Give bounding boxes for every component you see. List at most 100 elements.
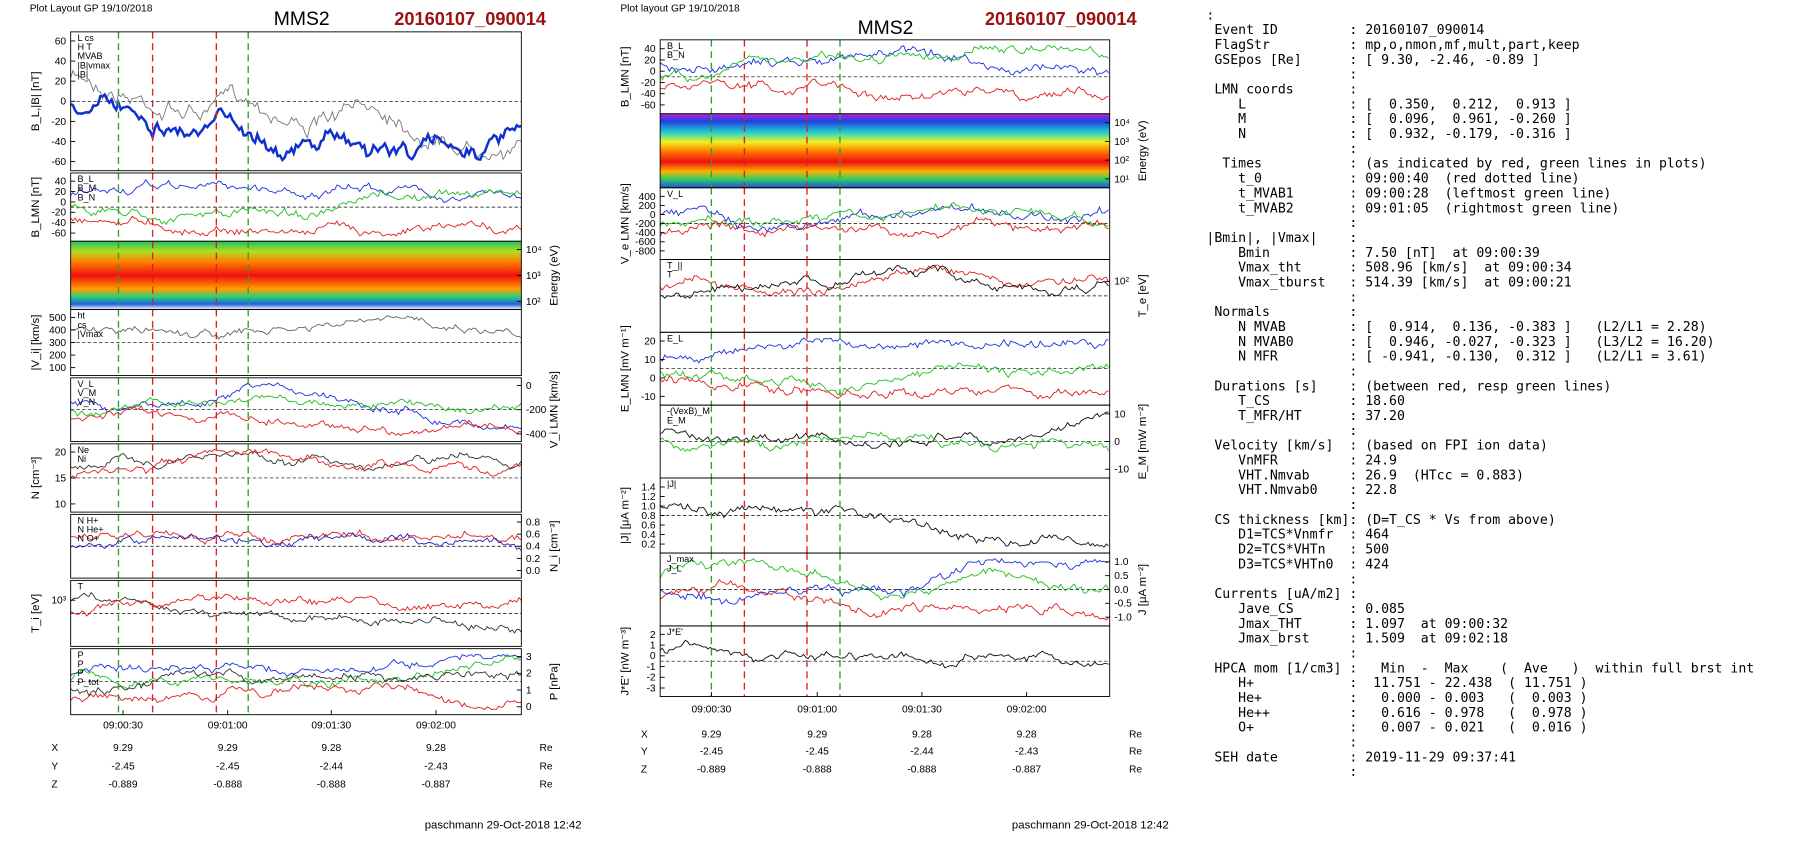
footer: paschmann 29-Oct-2018 12:42 — [1012, 819, 1169, 831]
legend-entry: V_L — [78, 379, 94, 389]
info-line: : — [1206, 765, 1357, 780]
y-tick-label: 1 — [650, 641, 656, 652]
y-tick-label: 1.2 — [641, 492, 656, 503]
y-tick-label: -10 — [1114, 465, 1129, 476]
info-line: D3=TCS*VHTn0 : 424 — [1206, 557, 1389, 572]
position-label: Y — [641, 747, 648, 758]
y-axis-label: B_LMN [nT] — [30, 177, 42, 238]
y-axis-label: V_i LMN [km/s] — [549, 371, 561, 448]
y-tick-label: -200 — [526, 405, 547, 416]
trace — [70, 591, 522, 634]
info-line: SEH date : 2019-11-29 09:37:41 — [1206, 750, 1516, 765]
info-line: : — [1206, 365, 1357, 380]
x-tick-label: 09:00:30 — [691, 704, 731, 715]
trace — [70, 451, 522, 472]
info-line: HPCA mom [1/cm3] : Min - Max ( Ave ) wit… — [1206, 661, 1754, 676]
info-line: Velocity [km/s] : (based on FPI ion data… — [1206, 439, 1547, 454]
trace — [659, 337, 1109, 364]
info-line: Jmax_brst : 1.509 at 09:02:18 — [1206, 632, 1508, 647]
trace — [659, 44, 1109, 83]
legend-entry: B_L — [78, 174, 94, 184]
panel-frame — [659, 625, 1111, 697]
info-line: VnMFR : 24.9 — [1206, 454, 1397, 469]
info-line: : — [1206, 498, 1357, 513]
y-tick-label: -3 — [647, 683, 656, 694]
position-value: -2.44 — [320, 761, 344, 772]
position-value: -2.45 — [216, 761, 240, 772]
y-tick-label: 1 — [526, 685, 532, 696]
y-tick-label: 500 — [49, 313, 66, 324]
legend-entry: L cs — [78, 33, 95, 43]
legend-entry: |J| — [667, 479, 676, 489]
position-unit: Re — [540, 780, 553, 791]
y-axis-label: J [μA m⁻²] — [1137, 564, 1149, 615]
legend-entry: B_N — [667, 50, 685, 60]
legend-entry: N H+ — [78, 515, 99, 525]
plot-header: Plot layout GP 19/10/2018 — [620, 3, 740, 14]
info-line: Durations [s] : (between red, resp green… — [1206, 379, 1611, 394]
legend-entry: |B|vmax — [78, 60, 111, 70]
y-tick-label: -20 — [51, 117, 66, 128]
y-tick-label: 0 — [650, 210, 656, 221]
y-tick-label: 200 — [49, 351, 66, 362]
y-tick-label: 10² — [1114, 277, 1129, 288]
info-line: T_CS : 18.60 — [1206, 394, 1405, 409]
panel-frame — [70, 377, 522, 443]
y-tick-label: 0.0 — [526, 566, 541, 577]
y-axis-label: Energy (eV) — [1137, 120, 1149, 181]
legend-entry: B_L — [667, 41, 683, 51]
y-tick-label: 10¹ — [1114, 174, 1129, 185]
trace — [659, 578, 1109, 621]
legend-entry: B_M — [78, 183, 97, 193]
legend-entry: T — [78, 581, 84, 591]
y-tick-label: -400 — [526, 429, 547, 440]
info-line: Normals : — [1206, 305, 1357, 320]
y-tick-label: -10 — [641, 392, 656, 403]
position-value: -0.889 — [697, 765, 726, 776]
event-id: 20160107_090014 — [985, 9, 1138, 29]
spectrogram — [70, 241, 522, 310]
info-line: : — [1206, 424, 1357, 439]
y-tick-label: 0.6 — [526, 530, 541, 541]
panel-frame — [70, 648, 522, 716]
y-tick-label: 20 — [55, 447, 67, 458]
trace — [70, 188, 522, 226]
panel-frame — [70, 579, 522, 647]
legend-entry: MVAB — [78, 51, 103, 61]
y-tick-label: 0 — [60, 97, 66, 108]
legend-entry: H T — [78, 42, 93, 52]
legend-entry: V_L — [667, 189, 683, 199]
trace — [659, 558, 1109, 601]
y-tick-label: 0.8 — [641, 511, 656, 522]
info-line: Times : (as indicated by red, green line… — [1206, 157, 1706, 172]
position-value: 9.28 — [1017, 729, 1037, 740]
y-tick-label: 2 — [526, 669, 532, 680]
trace — [70, 668, 522, 697]
y-tick-label: 20 — [55, 187, 67, 198]
y-tick-label: 0.2 — [526, 554, 541, 565]
legend-entry: P — [78, 668, 84, 678]
legend-entry: Ni — [78, 454, 87, 464]
y-axis-label: B_L,|B| [nT] — [30, 71, 42, 131]
info-line: D2=TCS*VHTn : 500 — [1206, 543, 1389, 558]
info-line: VHT.Nmvab : 26.9 (HTcc = 0.883) — [1206, 468, 1524, 483]
plot-title: MMS2 — [274, 8, 330, 30]
info-line: t_0 : 09:00:40 (red dotted line) — [1206, 172, 1579, 187]
trace — [70, 92, 522, 162]
info-line: LMN coords : — [1206, 83, 1357, 98]
position-value: -2.45 — [806, 747, 830, 758]
trace — [70, 394, 522, 417]
y-axis-label: T_e [eV] — [1137, 274, 1149, 317]
legend-entry: -(VexB)_M — [667, 406, 710, 416]
position-value: 9.29 — [701, 729, 721, 740]
event-id: 20160107_090014 — [394, 9, 547, 29]
info-line: CS thickness [km]: (D=T_CS * Vs from abo… — [1206, 513, 1555, 528]
y-axis-label: |J| [μA m⁻²] — [619, 487, 631, 544]
legend-entry: ht — [78, 311, 86, 321]
info-line: T_MFR/HT : 37.20 — [1206, 409, 1405, 424]
trace — [70, 529, 522, 545]
position-value: -0.889 — [109, 780, 138, 791]
position-value: -0.887 — [1012, 765, 1041, 776]
position-value: 9.28 — [912, 729, 932, 740]
y-tick-label: 15 — [55, 473, 67, 484]
